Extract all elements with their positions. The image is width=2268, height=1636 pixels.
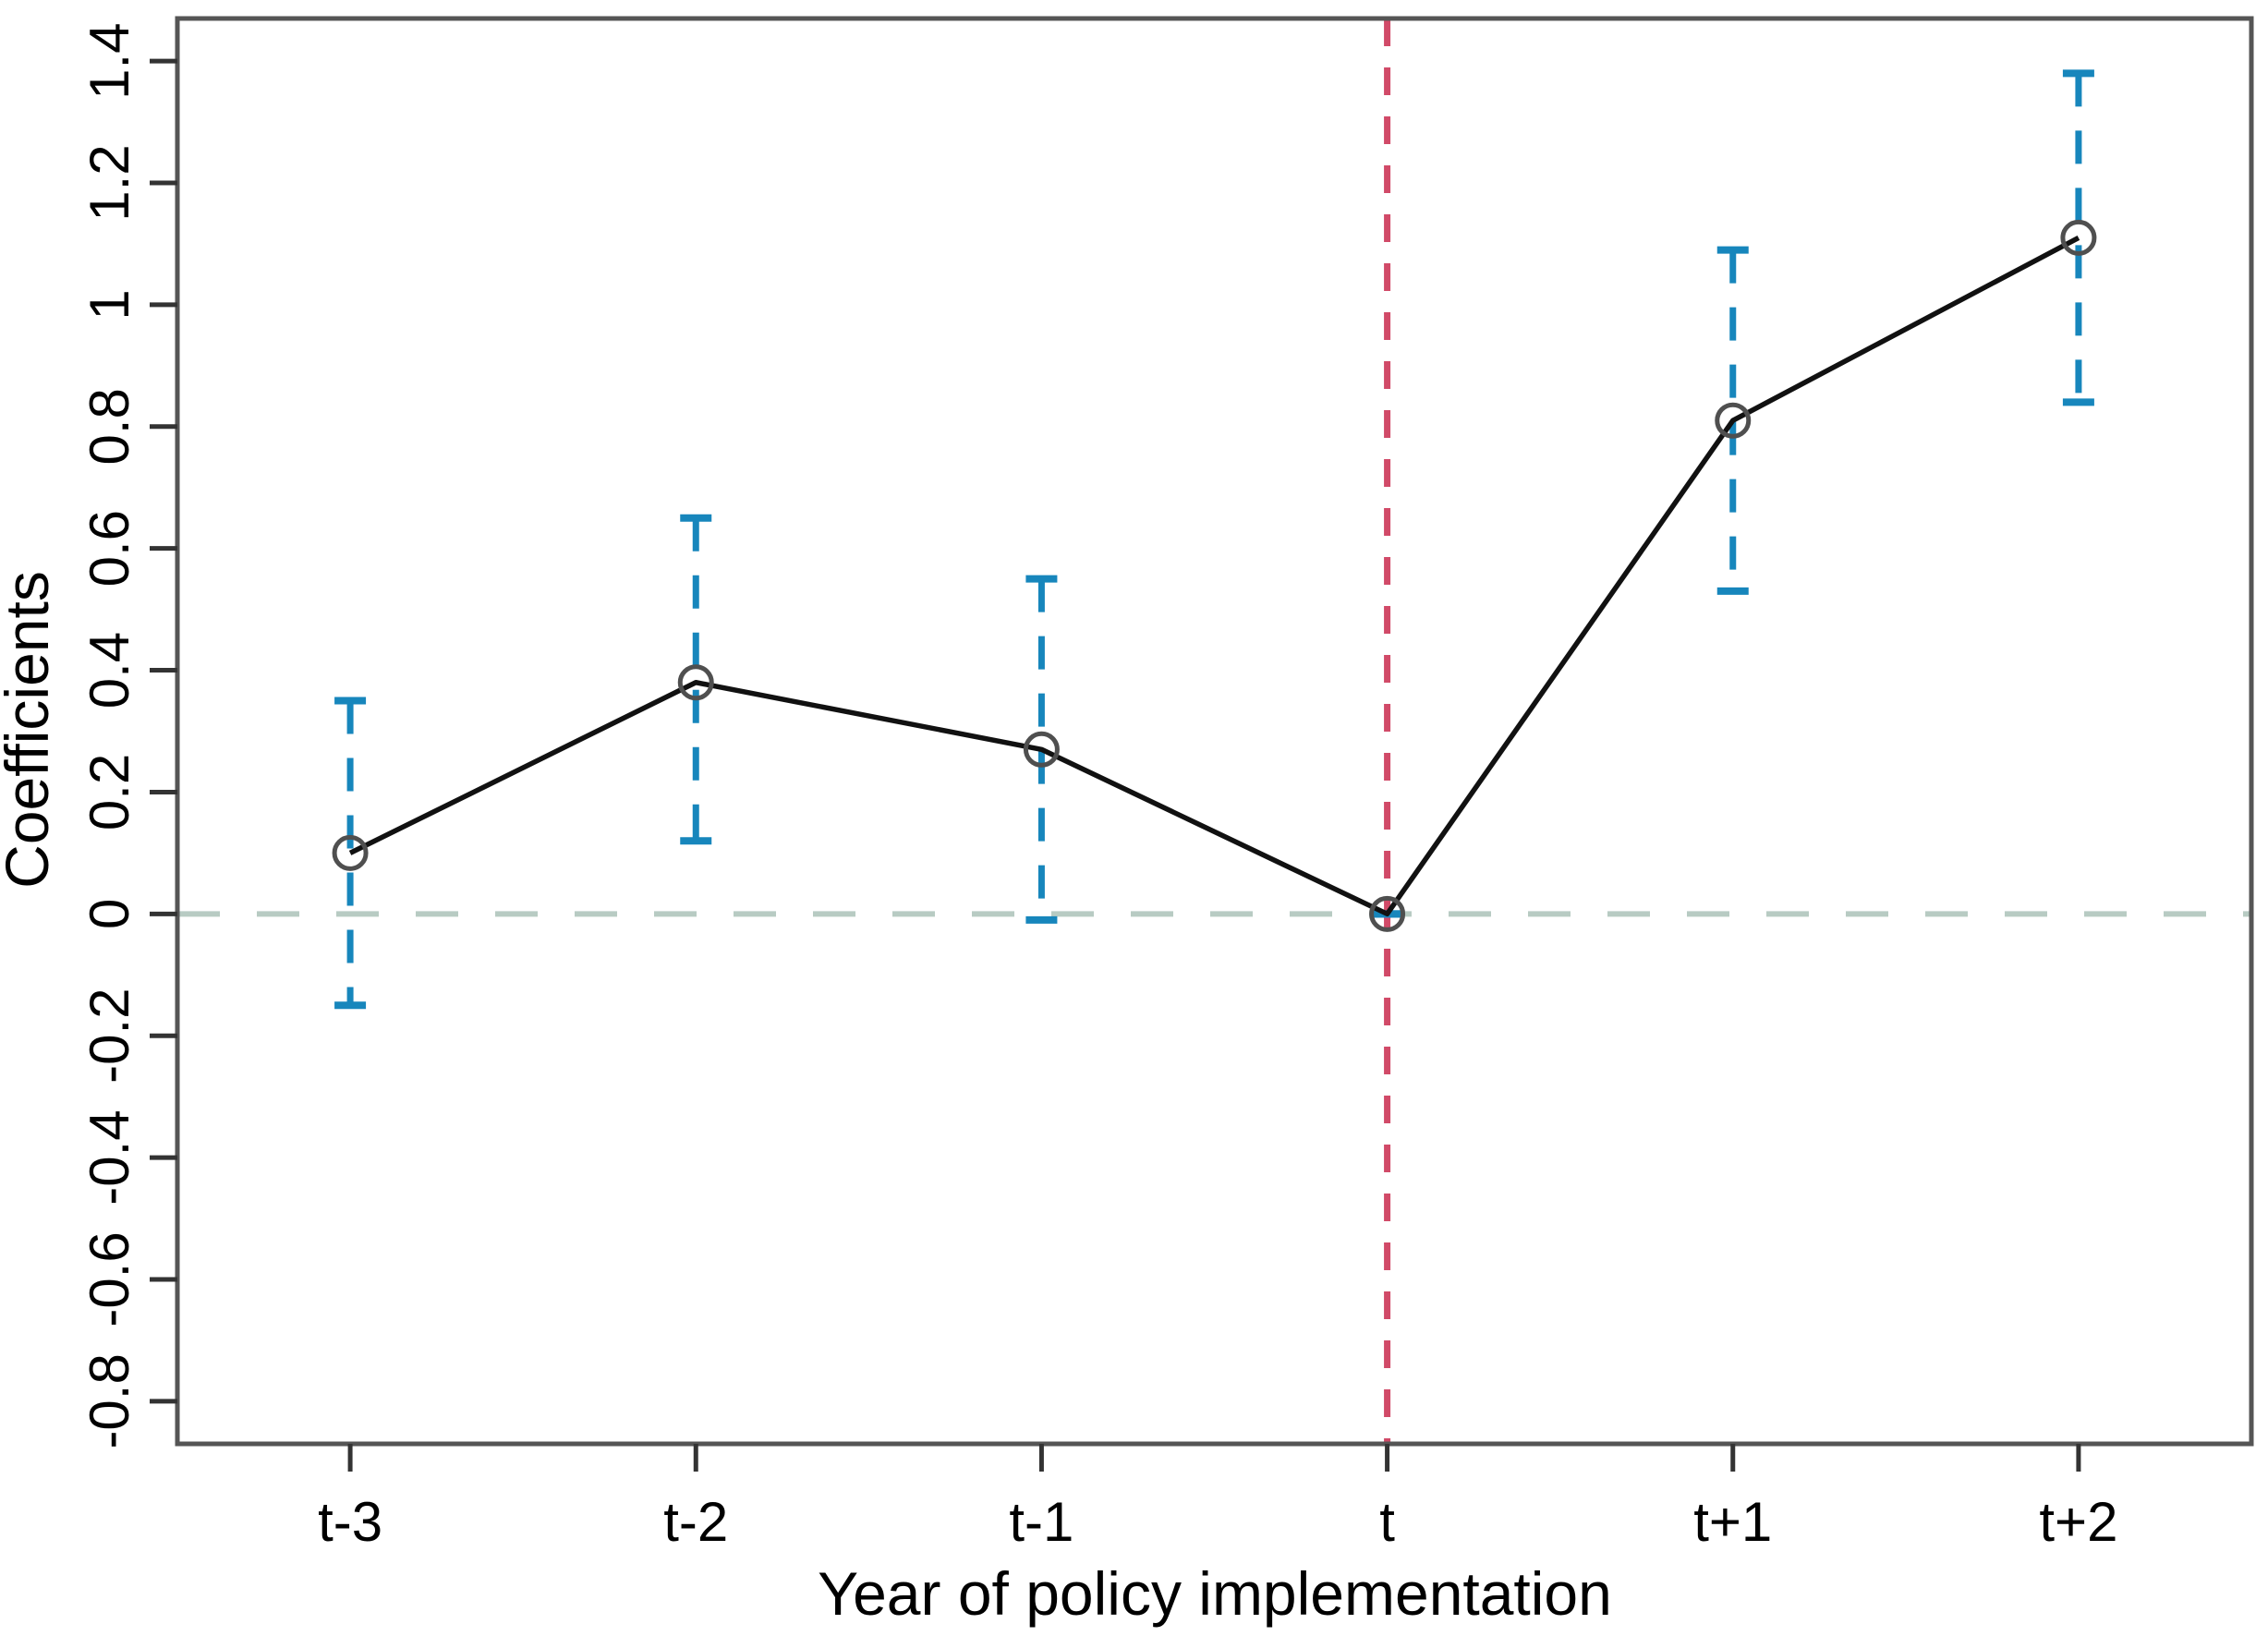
y-tick-label: -0.4 (79, 1109, 140, 1205)
y-tick-label: 0.6 (79, 510, 140, 587)
data-point (1715, 402, 1752, 439)
y-tick-label: 0.8 (79, 388, 140, 465)
x-tick-label: t-1 (1009, 1491, 1073, 1553)
y-tick-label: -0.2 (79, 988, 140, 1084)
data-point (332, 834, 369, 871)
error-bar (334, 697, 367, 1010)
y-tick-label: -0.6 (79, 1231, 140, 1327)
x-axis-title: Year of policy implementation (818, 1559, 1612, 1628)
data-point (1023, 731, 1060, 768)
data-point (2060, 219, 2097, 256)
series-layer (332, 219, 2097, 932)
trend-line (348, 235, 2080, 917)
plot-border (175, 16, 2254, 1447)
error-bar (2062, 69, 2094, 406)
error-bars-layer (334, 69, 2094, 1010)
y-axis-title: Coefficients (0, 571, 61, 889)
data-point (677, 664, 714, 701)
data-point (1369, 895, 1406, 932)
error-bar (1025, 575, 1058, 924)
y-tick-label: 1.2 (79, 144, 140, 221)
x-tick-label: t-2 (663, 1491, 728, 1553)
axes-layer: -0.8 -0.6 -0.4 -0.2 0 0.2 0.4 0.6 0.8 1 1.2 1.4 t-3 t… (79, 16, 2254, 1553)
y-tick-label: 0.2 (79, 754, 140, 830)
x-tick-label: t-3 (318, 1491, 382, 1553)
error-bar (1716, 246, 1749, 595)
y-tick-label: 1 (79, 289, 140, 320)
reference-lines-layer (177, 18, 2251, 1444)
y-tick-label: 0 (79, 899, 140, 929)
x-tick-label: t+1 (1693, 1491, 1772, 1553)
y-tick-label: -0.8 (79, 1353, 140, 1448)
error-bar (680, 514, 712, 845)
y-tick-label: 0.4 (79, 632, 140, 709)
x-tick-label: t (1379, 1491, 1395, 1553)
y-tick-label: 1.4 (79, 22, 140, 99)
x-tick-label: t+2 (2039, 1491, 2117, 1553)
